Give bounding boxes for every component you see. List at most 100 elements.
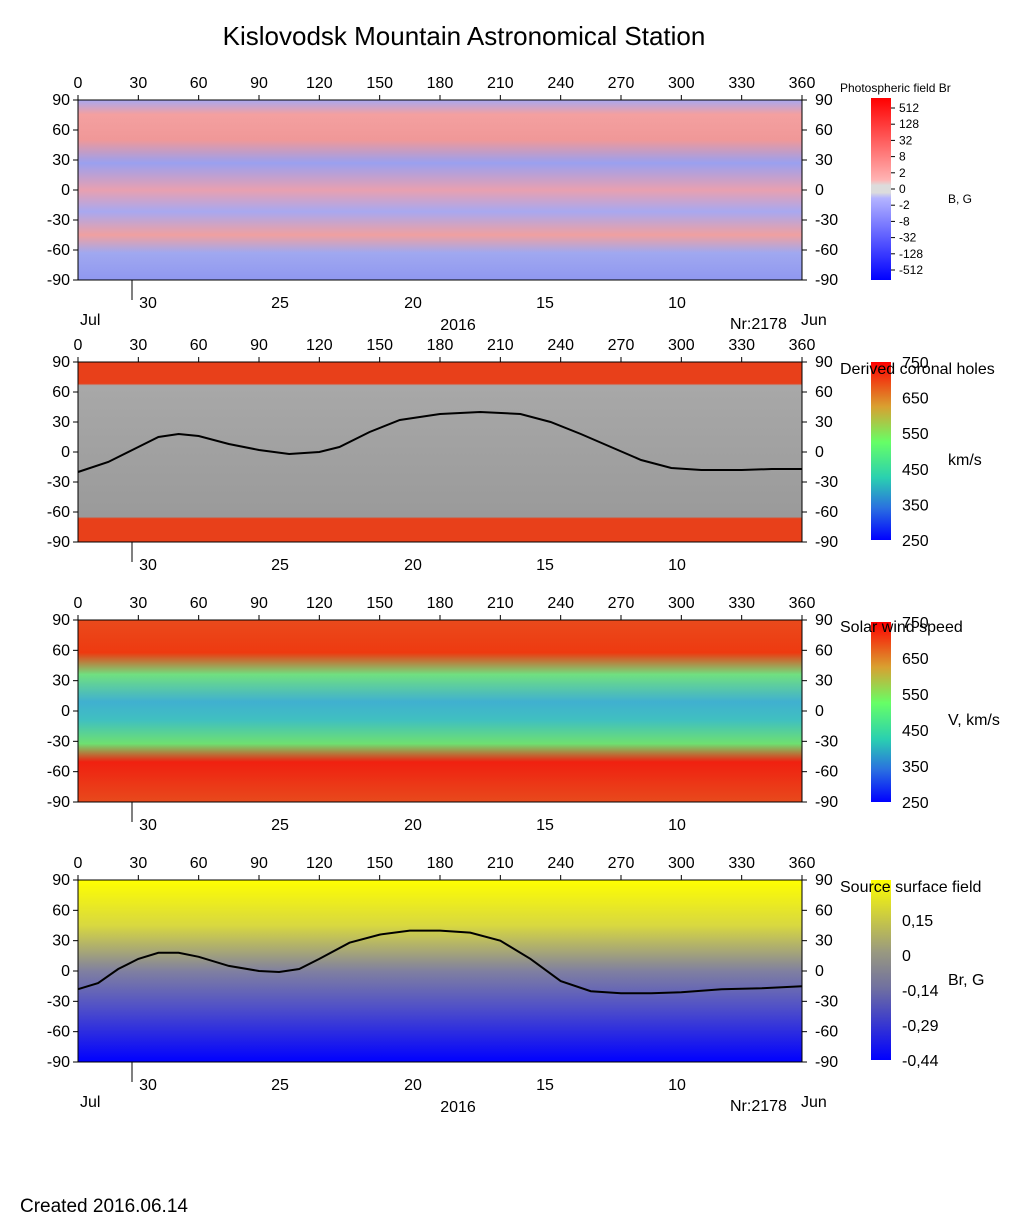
colorbar-label: 650 [902,391,929,408]
rotation-label: Nr:2178 [730,316,787,333]
y-tick-label-left: -30 [47,212,70,229]
y-tick-label-left: 90 [52,354,70,371]
y-tick-label-left: -60 [47,764,70,781]
y-tick-label-right: 30 [815,933,833,950]
colorbar-label: 0,15 [902,913,933,930]
colorbar-label: -0,14 [902,983,939,1000]
x-tick-label: 120 [306,75,333,92]
x-tick-label: 90 [250,855,268,872]
legend-title: Source surface field [840,879,981,896]
legend-unit: B, G [948,192,972,206]
date-tick-label: 30 [139,817,157,834]
colorbar-label: -8 [899,214,910,228]
date-tick-label: 20 [404,295,422,312]
x-tick-label: 240 [547,855,574,872]
x-tick-label: 210 [487,595,514,612]
y-tick-label-right: -90 [815,534,838,551]
date-tick-label: 15 [536,1077,554,1094]
colorbar-label: 550 [902,426,929,443]
colorbar-label: 250 [902,533,929,550]
colorbar-label: 650 [902,651,929,668]
y-tick-label-left: 60 [52,122,70,139]
y-tick-label-left: -60 [47,242,70,259]
y-tick-label-left: 0 [61,963,70,980]
x-tick-label: 150 [366,595,393,612]
x-tick-label: 120 [306,337,333,354]
x-tick-label: 210 [487,855,514,872]
x-tick-label: 60 [190,855,208,872]
y-tick-label-right: 0 [815,703,824,720]
x-tick-label: 300 [668,595,695,612]
x-tick-label: 270 [608,595,635,612]
colorbar-label: -512 [899,263,923,277]
colorbar-label: 0 [902,948,911,965]
colorbar-label: 250 [902,795,929,812]
month-left-label: Jul [80,312,100,329]
y-tick-label-right: 90 [815,92,833,109]
y-tick-label-right: -30 [815,733,838,750]
y-tick-label-right: -30 [815,993,838,1010]
x-tick-label: 0 [74,75,83,92]
x-tick-label: 90 [250,75,268,92]
colorbar-label: 8 [899,150,906,164]
y-tick-label-left: 0 [61,182,70,199]
y-tick-label-left: 90 [52,92,70,109]
y-tick-label-left: -30 [47,474,70,491]
legend-title: Solar wind speed [840,619,963,636]
y-tick-label-right: -90 [815,1054,838,1071]
x-tick-label: 270 [608,337,635,354]
date-tick-label: 30 [139,1077,157,1094]
x-tick-label: 60 [190,595,208,612]
y-tick-label-right: -30 [815,212,838,229]
colorbar-label: 750 [902,355,929,372]
y-tick-label-right: 30 [815,152,833,169]
date-tick-label: 25 [271,817,289,834]
date-tick-label: 15 [536,817,554,834]
map-coronal-holes [78,362,802,542]
x-tick-label: 270 [608,855,635,872]
y-tick-label-left: 0 [61,703,70,720]
x-tick-label: 360 [789,337,816,354]
y-tick-label-right: -90 [815,794,838,811]
y-tick-label-right: 60 [815,122,833,139]
colorbar-photospheric [871,98,891,280]
y-tick-label-left: -30 [47,733,70,750]
legend-title: Photospheric field Br [840,81,951,95]
y-tick-label-left: -90 [47,1054,70,1071]
legend-unit: km/s [948,452,982,469]
date-tick-label: 30 [139,295,157,312]
x-tick-label: 0 [74,595,83,612]
y-tick-label-right: 60 [815,642,833,659]
x-tick-label: 330 [728,595,755,612]
created-footer: Created 2016.06.14 [20,1196,188,1217]
date-tick-label: 25 [271,1077,289,1094]
x-tick-label: 0 [74,855,83,872]
y-tick-label-right: 90 [815,872,833,889]
colorbar-label: 350 [902,759,929,776]
date-tick-label: 15 [536,557,554,574]
legend-unit: V, km/s [948,712,1000,729]
y-tick-label-left: -60 [47,1024,70,1041]
x-tick-label: 180 [427,855,454,872]
colorbar-label: 32 [899,133,913,147]
colorbar-label: 512 [899,101,919,115]
legend-unit: Br, G [948,972,984,989]
x-tick-label: 150 [366,337,393,354]
x-tick-label: 300 [668,855,695,872]
y-tick-label-left: 30 [52,673,70,690]
y-tick-label-right: 0 [815,963,824,980]
y-tick-label-right: -60 [815,1024,838,1041]
x-tick-label: 30 [129,75,147,92]
year-label: 2016 [440,317,476,334]
map-solar-wind [78,620,802,802]
x-tick-label: 210 [487,75,514,92]
colorbar-label: 550 [902,687,929,704]
x-tick-label: 330 [728,855,755,872]
x-tick-label: 30 [129,337,147,354]
month-right-label: Jun [801,1094,827,1111]
x-tick-label: 120 [306,595,333,612]
date-tick-label: 20 [404,1077,422,1094]
chart-title: Kislovodsk Mountain Astronomical Station [223,21,706,51]
y-tick-label-left: 30 [52,152,70,169]
